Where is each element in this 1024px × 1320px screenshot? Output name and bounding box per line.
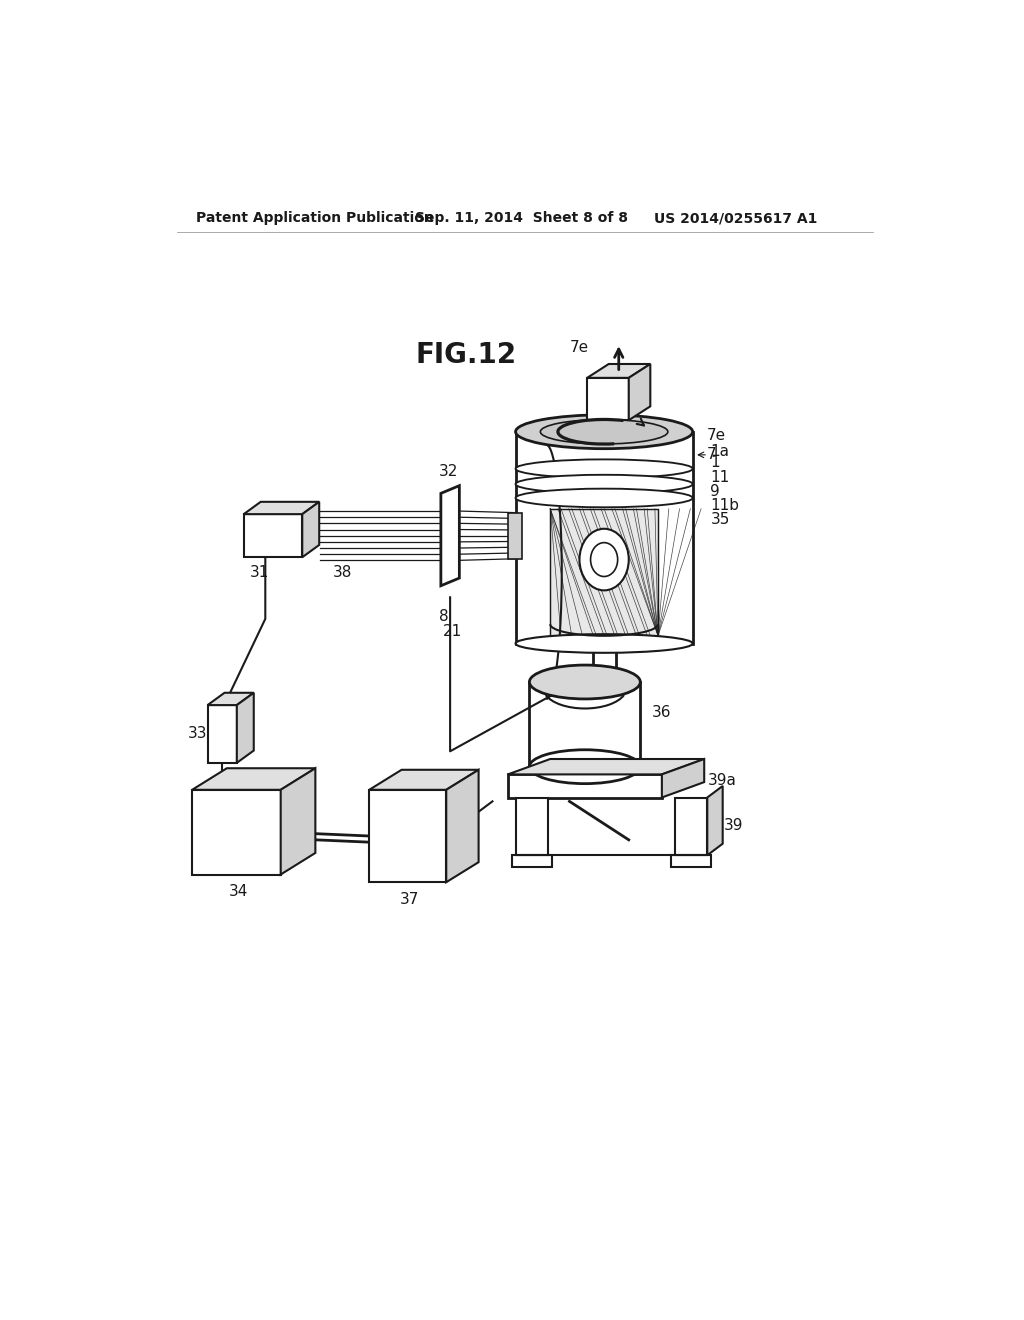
Polygon shape — [587, 364, 650, 378]
Text: 7: 7 — [707, 447, 716, 462]
Polygon shape — [662, 759, 705, 797]
Text: 11b: 11b — [711, 498, 739, 513]
Ellipse shape — [515, 475, 692, 494]
Text: 33: 33 — [188, 726, 208, 741]
Text: 35: 35 — [711, 512, 730, 527]
Polygon shape — [675, 797, 708, 855]
Polygon shape — [370, 789, 446, 882]
Polygon shape — [302, 502, 319, 557]
Text: 9: 9 — [711, 484, 720, 499]
Text: 1a: 1a — [711, 444, 729, 458]
Polygon shape — [512, 855, 552, 867]
Polygon shape — [370, 770, 478, 789]
Polygon shape — [629, 364, 650, 420]
Polygon shape — [193, 789, 281, 875]
Text: 37: 37 — [400, 891, 420, 907]
Text: 39: 39 — [724, 818, 743, 833]
Text: Sep. 11, 2014  Sheet 8 of 8: Sep. 11, 2014 Sheet 8 of 8 — [416, 211, 629, 226]
Polygon shape — [587, 378, 629, 420]
Ellipse shape — [515, 459, 692, 478]
Text: 32: 32 — [438, 465, 458, 479]
Polygon shape — [529, 682, 640, 767]
Polygon shape — [244, 502, 319, 515]
Polygon shape — [508, 512, 521, 558]
Polygon shape — [193, 768, 315, 789]
Polygon shape — [208, 705, 237, 763]
Polygon shape — [244, 515, 302, 557]
Ellipse shape — [515, 634, 692, 653]
Ellipse shape — [541, 420, 668, 444]
Polygon shape — [446, 770, 478, 882]
Text: 11: 11 — [711, 470, 730, 486]
Polygon shape — [550, 508, 658, 636]
Text: 7e: 7e — [707, 428, 726, 444]
Ellipse shape — [529, 750, 640, 784]
Text: 31: 31 — [250, 565, 269, 581]
Polygon shape — [508, 759, 705, 775]
Ellipse shape — [515, 414, 692, 449]
Text: 1: 1 — [711, 455, 720, 470]
Polygon shape — [708, 785, 723, 855]
Polygon shape — [237, 693, 254, 763]
Text: 7e: 7e — [569, 339, 589, 355]
Text: 34: 34 — [228, 884, 248, 899]
Ellipse shape — [529, 665, 640, 700]
Text: FIG.12: FIG.12 — [416, 341, 516, 368]
Text: US 2014/0255617 A1: US 2014/0255617 A1 — [654, 211, 817, 226]
Text: Patent Application Publication: Patent Application Publication — [196, 211, 434, 226]
Text: 39a: 39a — [708, 774, 737, 788]
Text: 38: 38 — [333, 565, 352, 581]
Polygon shape — [671, 855, 711, 867]
Polygon shape — [441, 486, 460, 586]
Text: 36: 36 — [652, 705, 672, 721]
Text: 21: 21 — [442, 624, 462, 639]
Ellipse shape — [515, 488, 692, 507]
Polygon shape — [508, 775, 662, 797]
Polygon shape — [515, 432, 692, 644]
Text: 8: 8 — [438, 609, 449, 624]
Polygon shape — [208, 693, 254, 705]
Polygon shape — [515, 797, 548, 855]
Polygon shape — [281, 768, 315, 875]
Ellipse shape — [580, 529, 629, 590]
Ellipse shape — [593, 675, 615, 682]
